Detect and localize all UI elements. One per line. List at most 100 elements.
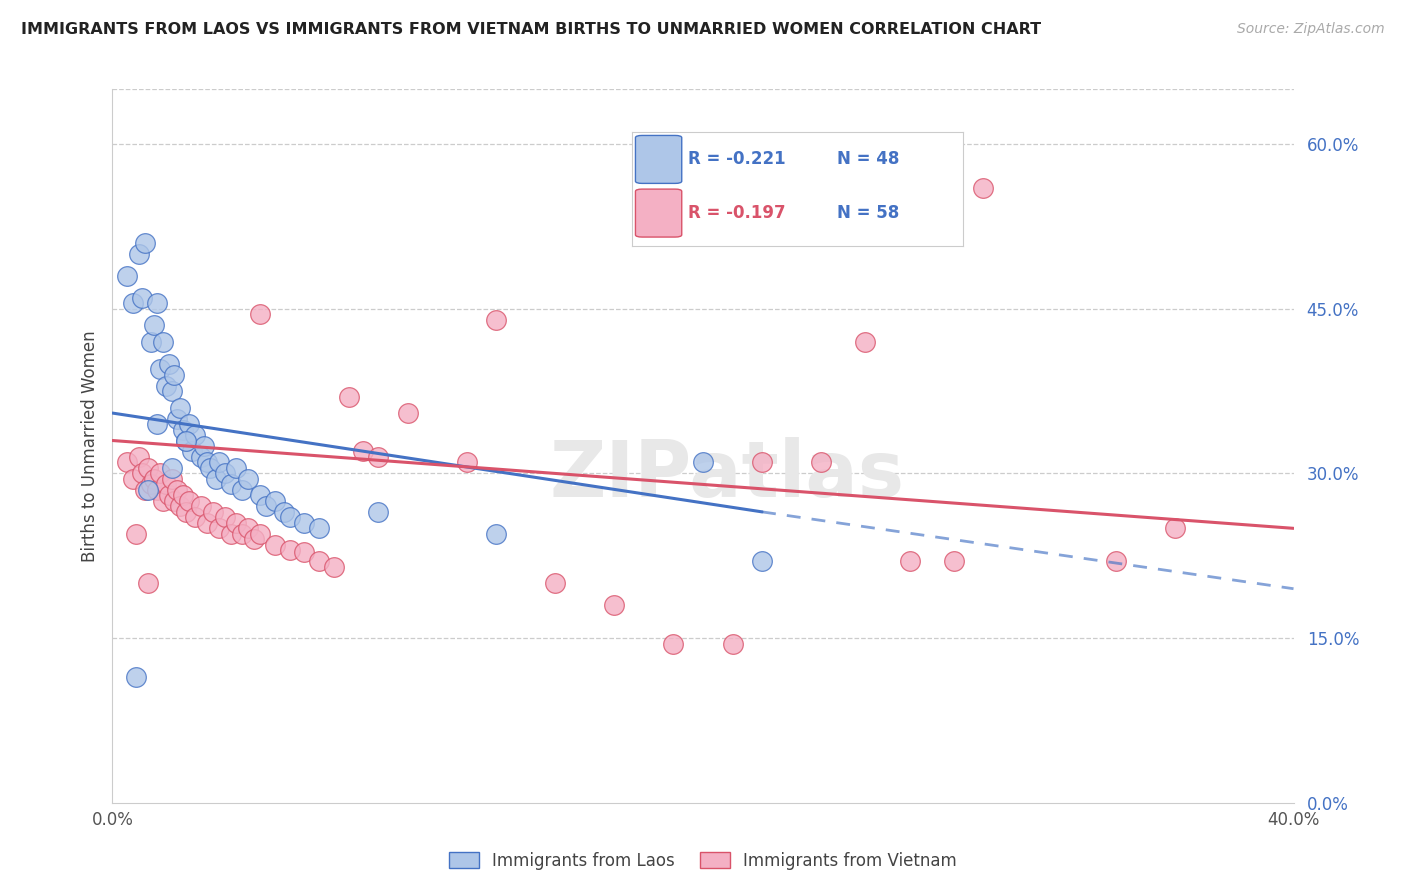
- Point: [278, 510, 301, 524]
- Point: [179, 494, 201, 508]
- Point: [181, 444, 204, 458]
- Point: [973, 181, 995, 195]
- Point: [146, 296, 169, 310]
- Point: [249, 488, 271, 502]
- Point: [179, 417, 201, 431]
- Point: [249, 526, 271, 541]
- Point: [898, 554, 921, 568]
- Point: [160, 472, 183, 486]
- Point: [225, 516, 247, 530]
- Point: [751, 554, 773, 568]
- Point: [208, 455, 231, 469]
- Point: [169, 401, 191, 415]
- Point: [146, 417, 169, 431]
- Point: [1105, 554, 1128, 568]
- Point: [692, 455, 714, 469]
- Point: [184, 428, 207, 442]
- Point: [174, 434, 197, 448]
- Point: [139, 334, 162, 349]
- Point: [278, 543, 301, 558]
- Point: [810, 455, 832, 469]
- Point: [201, 505, 224, 519]
- Point: [125, 526, 148, 541]
- Point: [337, 390, 360, 404]
- Point: [163, 494, 186, 508]
- Point: [308, 521, 330, 535]
- Point: [662, 637, 685, 651]
- Point: [292, 516, 315, 530]
- Point: [160, 384, 183, 398]
- Point: [942, 554, 965, 568]
- Point: [485, 312, 508, 326]
- Point: [190, 500, 212, 514]
- Point: [214, 467, 236, 481]
- Point: [117, 455, 138, 469]
- Point: [751, 455, 773, 469]
- Point: [195, 455, 218, 469]
- Point: [149, 467, 172, 481]
- Point: [456, 455, 478, 469]
- Point: [136, 483, 159, 497]
- Point: [149, 362, 172, 376]
- Point: [122, 296, 145, 310]
- Point: [142, 472, 165, 486]
- Point: [273, 505, 295, 519]
- Point: [352, 444, 374, 458]
- Point: [367, 505, 389, 519]
- Point: [172, 423, 194, 437]
- Point: [128, 247, 150, 261]
- Point: [198, 461, 221, 475]
- Point: [166, 483, 188, 497]
- Point: [214, 510, 236, 524]
- Point: [544, 576, 567, 591]
- Point: [157, 357, 180, 371]
- Text: Source: ZipAtlas.com: Source: ZipAtlas.com: [1237, 22, 1385, 37]
- Point: [125, 669, 148, 683]
- Point: [195, 516, 218, 530]
- Point: [323, 559, 346, 574]
- Point: [249, 307, 271, 321]
- Point: [264, 538, 287, 552]
- Point: [169, 500, 191, 514]
- Point: [243, 533, 266, 547]
- Point: [219, 526, 242, 541]
- Point: [136, 461, 159, 475]
- Point: [155, 378, 177, 392]
- Point: [139, 477, 162, 491]
- Point: [163, 368, 186, 382]
- Point: [308, 554, 330, 568]
- Point: [128, 450, 150, 464]
- Point: [146, 483, 169, 497]
- Point: [190, 450, 212, 464]
- Point: [174, 434, 197, 448]
- Point: [122, 472, 145, 486]
- Point: [264, 494, 287, 508]
- Point: [219, 477, 242, 491]
- Point: [155, 477, 177, 491]
- Point: [152, 494, 174, 508]
- Point: [238, 472, 260, 486]
- Point: [205, 472, 228, 486]
- Point: [174, 505, 197, 519]
- Point: [142, 318, 165, 333]
- Point: [172, 488, 194, 502]
- Point: [721, 637, 744, 651]
- Legend: Immigrants from Laos, Immigrants from Vietnam: Immigrants from Laos, Immigrants from Vi…: [443, 846, 963, 877]
- Point: [292, 545, 315, 559]
- Point: [117, 268, 138, 283]
- Point: [160, 461, 183, 475]
- Point: [193, 439, 215, 453]
- Point: [184, 510, 207, 524]
- Point: [152, 334, 174, 349]
- Point: [254, 500, 277, 514]
- Point: [1164, 521, 1187, 535]
- Text: IMMIGRANTS FROM LAOS VS IMMIGRANTS FROM VIETNAM BIRTHS TO UNMARRIED WOMEN CORREL: IMMIGRANTS FROM LAOS VS IMMIGRANTS FROM …: [21, 22, 1042, 37]
- Text: ZIPatlas: ZIPatlas: [550, 436, 904, 513]
- Point: [166, 411, 188, 425]
- Point: [136, 576, 159, 591]
- Point: [134, 483, 156, 497]
- Point: [231, 526, 253, 541]
- Point: [485, 526, 508, 541]
- Point: [131, 291, 153, 305]
- Point: [855, 334, 877, 349]
